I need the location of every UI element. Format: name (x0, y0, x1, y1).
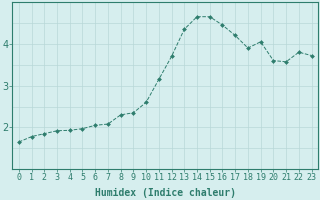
X-axis label: Humidex (Indice chaleur): Humidex (Indice chaleur) (95, 188, 236, 198)
